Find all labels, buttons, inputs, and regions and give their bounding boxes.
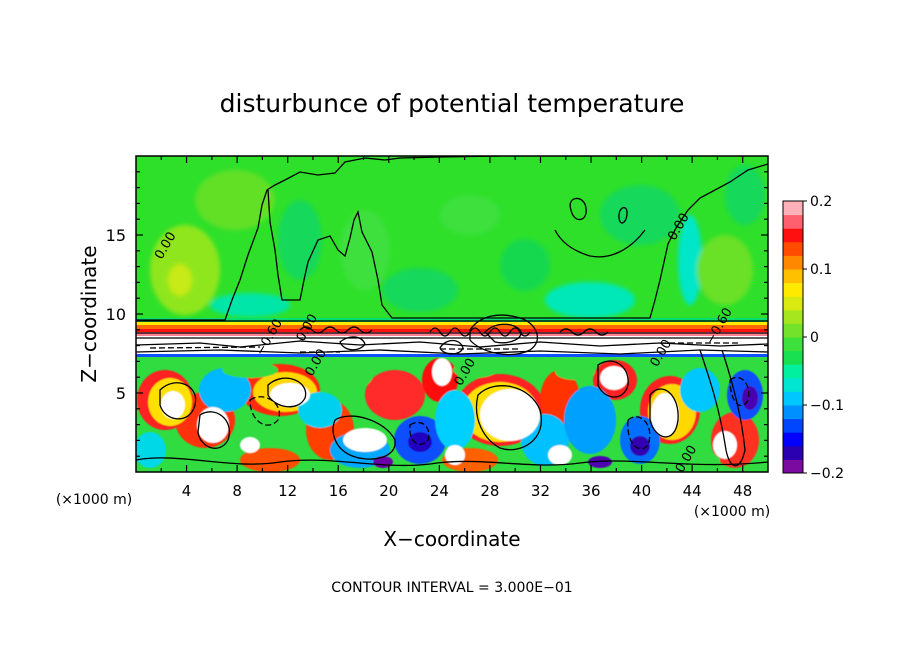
colorbar-segment [783,282,803,297]
inversion-band [136,318,768,322]
negative-contour [627,416,651,450]
rough-contour [299,326,609,337]
colorbar-segment [783,418,803,433]
x-tick-label: 24 [430,482,449,500]
colorbar-segment [783,214,803,229]
inversion-band [136,322,768,325]
plot-area: 0.00−0.60 0.000.00 0.000.000.00−0.600.00 [136,156,768,472]
colorbar-tick-label: 0.1 [810,262,832,278]
colorbar-tick-label: 0 [810,330,819,346]
rough-contour [699,349,746,467]
y-tick-label: 10 [106,305,126,324]
colorbar-segment [783,337,803,352]
rough-contour [439,339,464,355]
x-tick-label: 48 [733,482,752,500]
colorbar-segment [783,241,803,256]
colorbar-segment [783,350,803,365]
colorbar-segment [783,432,803,447]
x-axis-label: X−coordinate [383,527,520,551]
x-unit-label-left: (×1000 m) [56,492,132,508]
x-tick-label: 12 [278,482,297,500]
eddy-contour [197,411,231,449]
axis-ticks [136,156,768,472]
colorbar-segment [783,391,803,406]
y-tick-labels: 5 10 15 [106,226,126,403]
colorbar-tick-label: 0.2 [810,194,832,210]
eddy-contour [267,377,307,408]
colorbar-segment [783,459,803,474]
eddy-contour [136,457,768,467]
x-unit-label-right: (×1000 m) [694,504,770,520]
inversion-band [136,354,768,357]
rough-contour [339,336,366,351]
colorbar-segment [783,323,803,338]
zero-contour [569,197,587,221]
eddy-contour [597,360,629,398]
eddy-contour [159,382,197,420]
zero-contour [554,229,646,258]
colorbar-segment [783,364,803,379]
x-tick-label: 36 [581,482,600,500]
x-tick-label: 8 [232,482,242,500]
x-tick-labels: 4 8 12 16 20 24 28 32 36 40 44 48 [182,482,752,500]
chart-title: disturbunce of potential temperature [220,89,685,118]
x-tick-label: 28 [480,482,499,500]
turbulent-eddies [136,358,763,472]
colorbar [783,201,803,474]
zero-contour [618,207,628,224]
eddy-contour [475,385,543,451]
zero-contour [136,156,501,321]
negative-contour [149,342,740,353]
colorbar-segment [783,201,803,216]
eddy-contour [649,388,679,438]
colorbar-tick-label: −0.1 [810,398,844,414]
colorbar-segment [783,296,803,311]
inversion-band [136,332,768,336]
colorbar-tick-label: −0.2 [810,466,844,482]
y-tick-label: 5 [116,384,126,403]
contour-lines [136,156,768,467]
colorbar-segment [783,445,803,460]
negative-contour [409,421,430,445]
colorbar-segment [783,377,803,392]
x-tick-label: 4 [182,482,192,500]
colorbar-segment [783,228,803,243]
x-tick-label: 40 [632,482,651,500]
upper-field-patches [150,165,765,318]
colorbar-segment [783,309,803,324]
eddy-contour [332,415,396,460]
negative-contour [249,396,281,426]
x-tick-label: 44 [683,482,702,500]
colorbar-labels: 0.2 0.1 0 −0.1 −0.2 [803,194,844,482]
rough-contour [484,323,522,344]
y-tick-label: 15 [106,226,126,245]
colorbar-segment [783,255,803,270]
colorbar-segment [783,405,803,420]
rough-contour [469,314,539,356]
contour-interval-note: CONTOUR INTERVAL = 3.000E−01 [331,580,572,596]
inversion-band [136,329,768,332]
x-tick-label: 32 [531,482,550,500]
inversion-band [136,325,768,329]
negative-contour [729,376,750,406]
inversion-contour [136,349,768,355]
x-tick-label: 20 [379,482,398,500]
x-tick-label: 16 [329,482,348,500]
y-axis-label: Z−coordinate [77,245,101,382]
zero-contour [267,163,768,319]
colorbar-segment [783,269,803,284]
